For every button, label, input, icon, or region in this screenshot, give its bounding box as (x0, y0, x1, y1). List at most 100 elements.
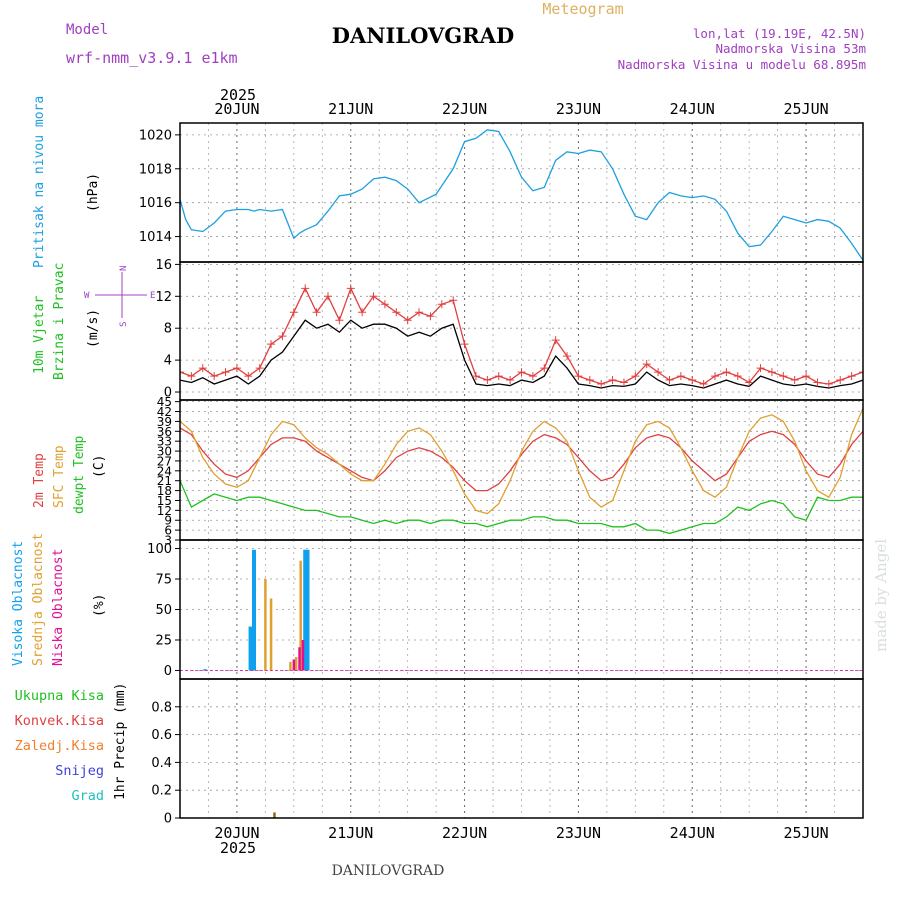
gust-point (711, 372, 720, 381)
elevation-label: Nadmorska Visina 53m (715, 41, 866, 56)
gust-point (642, 360, 651, 369)
gust-point (483, 376, 492, 385)
y-tick-label: 18 (157, 484, 172, 498)
y-tick-label: 75 (155, 573, 172, 588)
gust-point (403, 316, 412, 325)
plot-precip (180, 812, 863, 818)
y-tick-label: 1020 (139, 128, 172, 143)
bar-srednja-oblacnost (294, 657, 298, 671)
day-label-top: 25JUN (784, 100, 829, 118)
gust-point (392, 308, 401, 317)
bar-visoka-oblacnost (203, 669, 208, 671)
gust-point (836, 376, 845, 385)
bar-visoka-oblacnost (248, 626, 253, 671)
y-tick-label: 3 (164, 534, 172, 548)
bar-niska-oblacnost (292, 659, 296, 671)
bar-ukupna-kisa (273, 812, 276, 818)
gust-point (540, 364, 549, 373)
gust-point (790, 376, 799, 385)
dir-e: E (150, 291, 155, 301)
wind-direction-legend: N W E S (84, 266, 155, 327)
y-tick-label: 16 (155, 258, 172, 273)
day-label-top: 21JUN (328, 100, 373, 118)
wind-unit: (m/s) (86, 309, 101, 348)
gust-point (585, 376, 594, 385)
high-cloud-label: Visoka Oblacnost (11, 541, 26, 666)
y-tick-label: 6 (164, 524, 172, 538)
gust-point (180, 368, 184, 377)
gust-point (551, 336, 560, 345)
y-tick-label: 21 (157, 474, 172, 488)
y-tick-label: 0.2 (151, 784, 172, 799)
day-label-bottom: 24JUN (670, 824, 715, 842)
day-label-top: 24JUN (670, 100, 715, 118)
gust-point (676, 372, 685, 381)
year-label-top: 2025 (220, 86, 256, 104)
plot-pressure (180, 129, 863, 261)
bar-visoka-oblacnost (305, 549, 310, 671)
day-label-bottom: 25JUN (784, 824, 829, 842)
y-tick-label: 4 (164, 354, 172, 369)
gust-point (574, 372, 583, 381)
panel-clouds: 0 25 50 75 100 (147, 539, 864, 680)
gust-point (232, 364, 241, 373)
low-cloud-label: Niska Oblacnost (51, 549, 66, 666)
y-tick-label: 25 (155, 633, 172, 648)
wind-label-2: Brzina i Pravac (52, 263, 67, 380)
gust-point (323, 292, 332, 301)
precip-label: 1hr Precip (mm) (113, 683, 128, 800)
bar-srednja-oblacnost (264, 579, 267, 671)
gust-point (802, 372, 811, 381)
gust-point (437, 300, 446, 309)
watermark: made by Angel (872, 539, 890, 652)
gust-point (745, 378, 754, 387)
y-tick-label: 27 (157, 454, 172, 468)
gust-point (528, 372, 537, 381)
grid-wind (179, 262, 864, 400)
series-line-sfc-temp (180, 407, 863, 515)
y-tick-label: 15 (157, 494, 172, 508)
y-tick-label: 0.4 (151, 756, 172, 771)
gust-point (654, 368, 663, 377)
bar-visoka-oblacnost (251, 549, 256, 671)
dewpt-label: dewpt Temp (72, 436, 87, 514)
bar-srednja-oblacnost (299, 560, 302, 671)
gust-point (244, 372, 253, 381)
day-label-top: 22JUN (442, 100, 487, 118)
y-tick-label: 39 (157, 415, 172, 429)
temp-unit: (C) (92, 455, 107, 478)
bar-srednja-oblacnost (289, 661, 292, 671)
y-tick-label: 0.6 (151, 728, 172, 743)
y-tick-label: 0 (164, 386, 172, 401)
bar-niska-oblacnost (298, 647, 301, 671)
gust-point (460, 340, 469, 349)
year-label-bottom: 2025 (220, 839, 256, 857)
panel-precip: 0 0.2 0.4 0.6 0.8 (151, 678, 864, 827)
y-tick-label: 1018 (139, 162, 172, 177)
gust-point (289, 308, 298, 317)
gust-point (198, 364, 207, 373)
pressure-unit: (hPa) (86, 173, 101, 212)
day-label-bottom: 23JUN (556, 824, 601, 842)
y-tick-label: 1014 (139, 230, 172, 245)
y-tick-label: 24 (157, 464, 172, 478)
bar-visoka-oblacnost (303, 549, 308, 671)
gust-point (494, 372, 503, 381)
panels: 1014101610181020048121636912151821242730… (139, 122, 864, 827)
series-line-2m-temp (180, 427, 863, 492)
model-label: Model (66, 22, 108, 38)
gust-point (699, 380, 708, 389)
day-labels-top: 20JUN 21JUN 22JUN 23JUN 24JUN 25JUN (214, 100, 828, 118)
gust-point (335, 316, 344, 325)
lonlat-label: lon,lat (19.19E, 42.5N) (693, 26, 866, 41)
legend-konvek: Konvek.Kisa (15, 713, 104, 729)
day-label-top: 23JUN (556, 100, 601, 118)
gust-point (756, 364, 765, 373)
gust-point (221, 368, 230, 377)
wind-label-1: 10m Vjetar (32, 296, 47, 374)
panel-frame-precip (179, 678, 864, 819)
dir-w: W (84, 291, 90, 301)
legend-snijeg: Snijeg (55, 763, 104, 779)
